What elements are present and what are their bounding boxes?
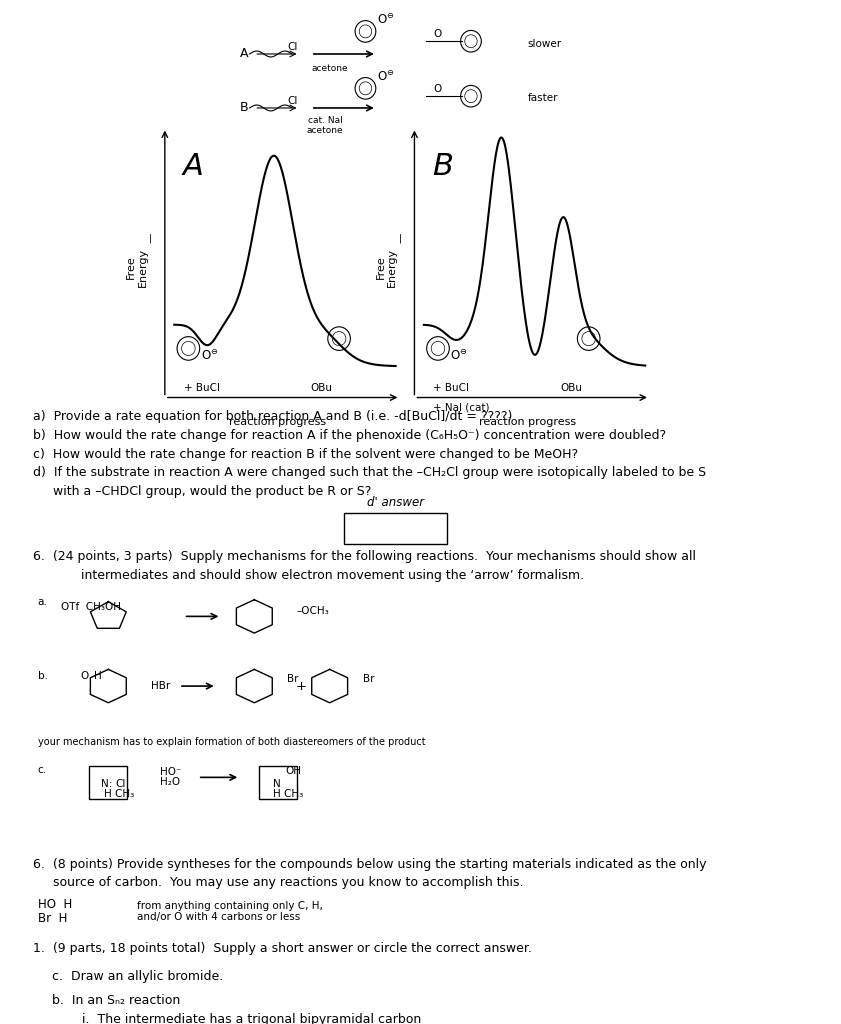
Text: intermediates and should show electron movement using the ‘arrow’ formalism.: intermediates and should show electron m… [33,568,584,582]
Text: —: — [395,232,405,243]
Text: H: H [94,672,102,681]
Text: 1.  (9 parts, 18 points total)  Supply a short answer or circle the correct answ: 1. (9 parts, 18 points total) Supply a s… [33,942,532,954]
Text: Cl: Cl [288,96,298,106]
Text: with a –CHDCl group, would the product be R or S?: with a –CHDCl group, would the product b… [33,485,372,498]
Text: –OCH₃: –OCH₃ [297,606,330,616]
Text: O: O [434,30,442,39]
Text: HO⁻: HO⁻ [160,767,182,777]
Text: reaction progress: reaction progress [230,417,326,427]
Text: O: O [434,84,442,94]
Text: b)  How would the rate change for reaction A if the phenoxide (C₆H₅O⁻) concentra: b) How would the rate change for reactio… [33,429,666,442]
Text: d)  If the substrate in reaction A were changed such that the –CH₂Cl group were : d) If the substrate in reaction A were c… [33,466,706,479]
Text: slower: slower [527,39,562,49]
Text: Cl: Cl [116,779,126,790]
Text: O: O [80,672,88,681]
Text: HO  H: HO H [38,898,72,911]
Text: + BuCl: + BuCl [183,383,220,392]
Text: N: N [273,779,281,790]
Text: source of carbon.  You may use any reactions you know to accomplish this.: source of carbon. You may use any reacti… [33,877,523,890]
Text: HBr: HBr [151,681,170,691]
Text: a)  Provide a rate equation for both reaction A and B (i.e. -d[BuCl]/dt = ????): a) Provide a rate equation for both reac… [33,411,512,423]
Text: 6.  (24 points, 3 parts)  Supply mechanisms for the following reactions.  Your m: 6. (24 points, 3 parts) Supply mechanism… [33,550,696,563]
Text: +: + [296,680,307,692]
FancyBboxPatch shape [344,513,447,544]
Text: H₂O: H₂O [160,777,180,787]
Text: your mechanism has to explain formation of both diastereomers of the product: your mechanism has to explain formation … [38,736,426,746]
Text: —: — [145,232,156,243]
Text: B: B [241,101,249,115]
Text: Cl: Cl [288,42,298,52]
Text: $\mathregular{O^{\ominus}}$: $\mathregular{O^{\ominus}}$ [450,349,468,364]
FancyBboxPatch shape [89,766,127,799]
Text: reaction progress: reaction progress [479,417,576,427]
Text: A: A [182,153,204,181]
Text: a.: a. [38,597,47,607]
Text: Free
Energy: Free Energy [375,248,397,287]
Text: OTf  CH₃OH: OTf CH₃OH [61,602,121,611]
Text: c)  How would the rate change for reaction B if the solvent were changed to be M: c) How would the rate change for reactio… [33,447,578,461]
Text: + BuCl: + BuCl [433,383,469,392]
Text: b.: b. [38,672,48,681]
Text: H CH₃: H CH₃ [273,790,304,799]
FancyBboxPatch shape [259,766,297,799]
Text: faster: faster [527,93,558,103]
Text: OH: OH [285,767,301,776]
Text: d' answer: d' answer [367,496,424,509]
Text: N:: N: [101,779,112,790]
Text: Free
Energy: Free Energy [126,248,147,287]
Text: cat. NaI
acetone: cat. NaI acetone [307,116,343,135]
Text: 6.  (8 points) Provide syntheses for the compounds below using the starting mate: 6. (8 points) Provide syntheses for the … [33,858,706,870]
Text: Br: Br [288,674,299,684]
Text: acetone: acetone [311,63,348,73]
Text: $\mathregular{O^{\ominus}}$: $\mathregular{O^{\ominus}}$ [377,70,394,84]
Text: c.: c. [38,765,47,774]
Text: c.  Draw an allylic bromide.: c. Draw an allylic bromide. [52,970,223,983]
Text: i.  The intermediate has a trigonal bipyramidal carbon: i. The intermediate has a trigonal bipyr… [66,1013,421,1024]
Text: A: A [241,47,249,60]
Text: Br  H: Br H [38,911,67,925]
Text: B: B [432,153,453,181]
Text: b.  In an Sₙ₂ reaction: b. In an Sₙ₂ reaction [52,994,180,1007]
Text: $\mathregular{O^{\ominus}}$: $\mathregular{O^{\ominus}}$ [201,349,218,364]
Text: OBu: OBu [560,383,583,392]
Text: from anything containing only C, H,
and/or O with 4 carbons or less: from anything containing only C, H, and/… [136,900,322,923]
Text: $\mathregular{O^{\ominus}}$: $\mathregular{O^{\ominus}}$ [377,12,394,27]
Text: H CH₃: H CH₃ [103,790,134,799]
Text: Br: Br [362,674,374,684]
Text: OBu: OBu [311,383,333,392]
Text: + NaI (cat): + NaI (cat) [433,402,489,413]
